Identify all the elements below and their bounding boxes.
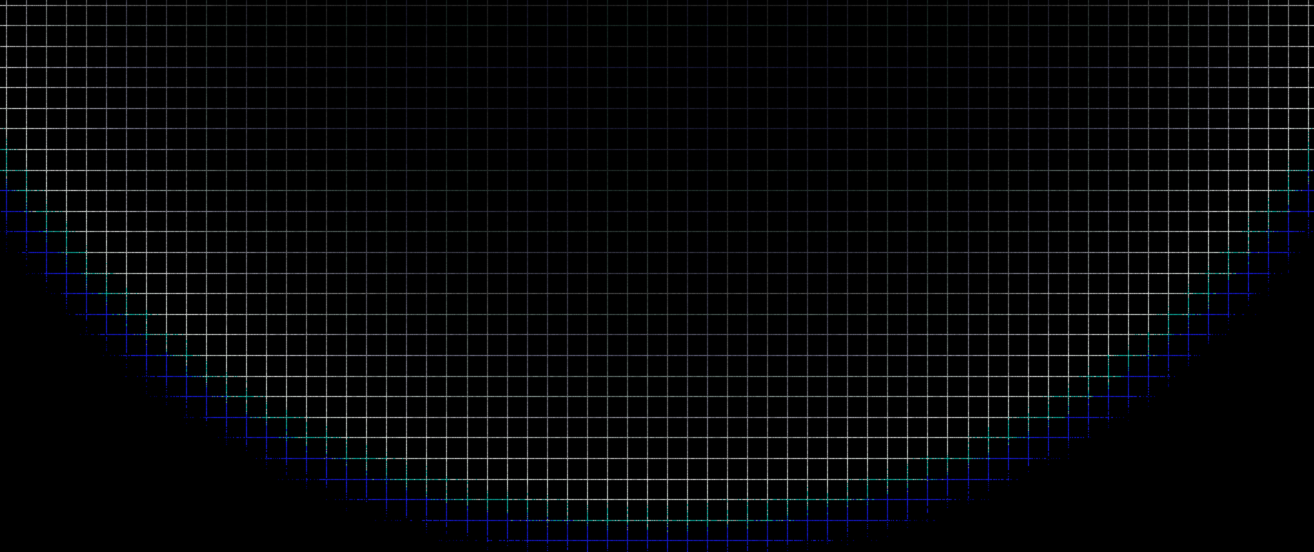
space-wireframe-viewport xyxy=(0,0,1314,552)
sphere-grid-canvas xyxy=(0,0,1314,552)
